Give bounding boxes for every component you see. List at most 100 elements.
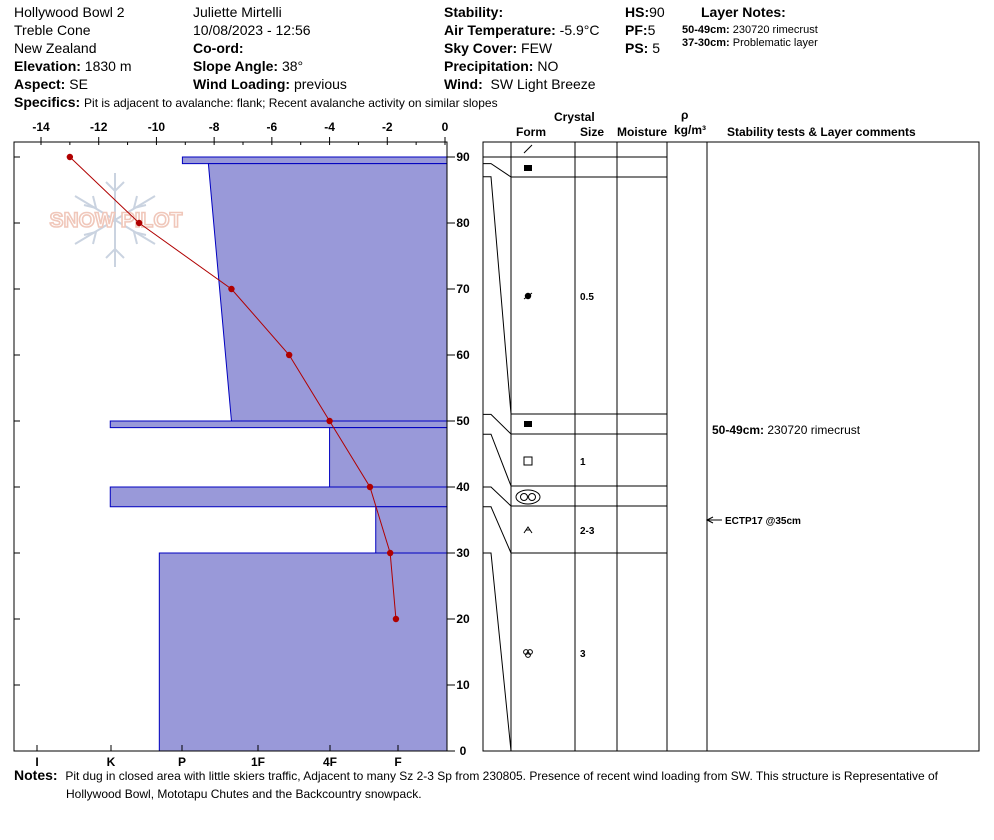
area: Treble Cone	[14, 22, 91, 38]
notes-label: Notes:	[14, 767, 58, 783]
hardness-layer	[329, 427, 448, 488]
elevation-label: Elevation:	[14, 58, 81, 74]
observer: Juliette Mirtelli	[193, 4, 282, 20]
layer-note-1-text: 230720 rimecrust	[732, 24, 818, 36]
grain-symbol-depth-hoar-icon	[523, 526, 533, 534]
test-result: ECTP17 @35cm	[725, 516, 801, 527]
temp-tick-label: -4	[324, 120, 335, 134]
form-header: Form	[516, 125, 546, 139]
grain-symbol-clustered-rounded-icon	[515, 489, 541, 505]
depth-tick-label: 70	[456, 282, 470, 296]
temperature-point	[66, 153, 74, 161]
temperature-point	[135, 219, 143, 227]
aspect-label: Aspect:	[14, 76, 66, 92]
wind-value: SW Light Breeze	[490, 76, 596, 92]
slope-label: Slope Angle:	[193, 58, 279, 74]
temp-tick-label: 0	[442, 120, 449, 134]
wind-loading-value: previous	[293, 76, 347, 92]
depth-tick-label: 0	[460, 744, 467, 758]
wind-row: Wind: SW Light Breeze	[444, 76, 596, 93]
specifics-label: Specifics:	[14, 94, 81, 110]
grain-size-label: 0.5	[580, 292, 594, 303]
depth-tick-label: 20	[456, 612, 470, 626]
hardness-tick-label: F	[394, 755, 401, 769]
temperature-point	[326, 417, 333, 425]
depth-tick-label: 30	[456, 546, 470, 560]
pf-label: PF:	[625, 22, 648, 38]
depth-connector	[483, 506, 512, 554]
depth-connector	[483, 433, 512, 487]
hardness-layer	[158, 552, 448, 752]
logo-text: SNOW PILOT	[50, 209, 183, 232]
hardness-layer	[109, 420, 448, 429]
aspect-value: SE	[69, 76, 88, 92]
sky-row: Sky Cover: FEW	[444, 40, 552, 57]
precip-label: Precipitation:	[444, 58, 534, 74]
elevation-row: Elevation: 1830 m	[14, 58, 132, 75]
stability-label: Stability:	[444, 4, 504, 20]
temp-tick-label: -2	[382, 120, 393, 134]
snowflake-icon	[74, 173, 156, 267]
temp-tick-label: -10	[148, 120, 166, 134]
layer-note-1: 50-49cm: 230720 rimecrust	[682, 24, 818, 37]
ps-label: PS:	[625, 40, 649, 56]
wind-label: Wind:	[444, 76, 483, 92]
grain-symbol-melt-forms-icon	[523, 649, 533, 658]
pf-value: 5	[647, 22, 656, 38]
density-unit-header: kg/m³	[674, 123, 707, 137]
temperature-point	[285, 351, 293, 359]
grain-symbol-faceted-icon	[523, 456, 533, 466]
specifics-row: Specifics: Pit is adjacent to avalanche:…	[14, 94, 498, 111]
layer-note-2-depth: 37-30cm:	[682, 37, 730, 49]
layer-notes-label: Layer Notes:	[701, 4, 786, 20]
ps-row: PS: 5	[625, 40, 660, 57]
depth-connector	[483, 552, 512, 752]
grain-symbol-melt-freeze-crust-icon	[524, 165, 532, 171]
temp-tick-label: -12	[90, 120, 108, 134]
hs-label: HS:	[625, 4, 650, 20]
precip-row: Precipitation: NO	[444, 58, 558, 75]
grain-size-label: 2-3	[580, 526, 595, 537]
precip-value: NO	[537, 58, 559, 74]
hardness-tick-label: K	[107, 755, 116, 769]
ps-value: 5	[652, 40, 661, 56]
sky-value: FEW	[521, 40, 553, 56]
air-temp-label: Air Temperature:	[444, 22, 556, 38]
wind-loading-row: Wind Loading: previous	[193, 76, 347, 93]
depth-tick-label: 90	[456, 150, 470, 164]
sky-label: Sky Cover:	[444, 40, 518, 56]
table-frame	[482, 141, 980, 752]
temperature-point	[386, 549, 394, 557]
temp-tick-label: -8	[209, 120, 220, 134]
wind-loading-label: Wind Loading:	[193, 76, 291, 92]
crystal-header: Crystal	[554, 110, 595, 124]
temperature-point	[392, 615, 400, 623]
layer-note-2: 37-30cm: Problematic layer	[682, 37, 818, 50]
moisture-header: Moisture	[617, 125, 668, 139]
grain-size-label: 1	[580, 457, 586, 468]
hardness-layer	[207, 163, 448, 422]
hardness-layer	[181, 156, 448, 165]
temp-tick-label: -14	[32, 120, 50, 134]
hardness-tick-label: P	[178, 755, 186, 769]
slope-value: 38°	[281, 58, 304, 74]
depth-connector	[483, 413, 512, 435]
grain-size-label: 3	[580, 649, 586, 660]
hs-row: HS:90	[625, 4, 665, 21]
notes-line-2: Hollywood Bowl, Mototapu Chutes and the …	[66, 787, 422, 801]
grain-symbol-melt-freeze-crust-icon	[524, 421, 532, 427]
temperature-point	[228, 285, 235, 293]
depth-connector	[483, 486, 512, 507]
layer-comment-depth: 50-49cm:	[712, 423, 764, 437]
comments-header: Stability tests & Layer comments	[727, 125, 916, 139]
depth-tick-label: 10	[456, 678, 470, 692]
slope-row: Slope Angle: 38°	[193, 58, 303, 75]
depth-tick-label: 50	[456, 414, 470, 428]
size-header: Size	[580, 125, 605, 139]
layer-note-1-depth: 50-49cm:	[682, 24, 730, 36]
hardness-layer	[375, 506, 448, 554]
hs-value: 90	[649, 4, 665, 20]
hardness-tick-label: 4F	[323, 755, 337, 769]
temperature-line	[69, 156, 397, 620]
